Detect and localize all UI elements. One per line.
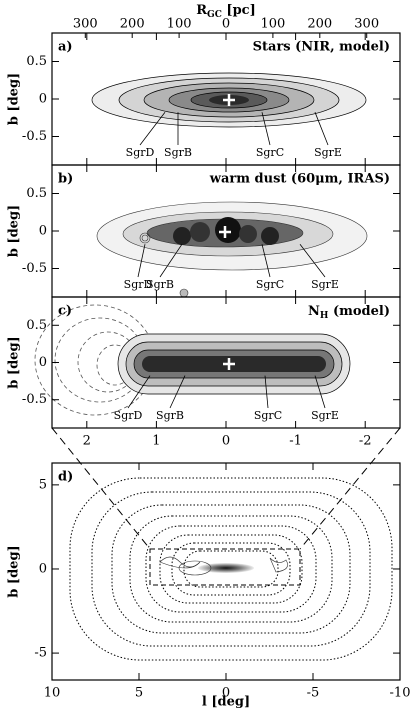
y-tick-label: 0.5 bbox=[26, 318, 47, 333]
x-tick-label: -2 bbox=[359, 434, 372, 449]
top-tick-label: 200 bbox=[120, 17, 145, 32]
top-tick-label: 200 bbox=[307, 17, 332, 32]
x-tick-label: 0 bbox=[222, 434, 230, 449]
top-tick-label: 100 bbox=[260, 17, 285, 32]
leader-line bbox=[264, 375, 269, 409]
top-tick-label: 100 bbox=[167, 17, 192, 32]
y-tick-label: -5 bbox=[34, 646, 47, 661]
panel-title: Stars (NIR, model) bbox=[253, 40, 390, 55]
y-tick-label: 0 bbox=[39, 92, 47, 107]
y-tick-label: 0 bbox=[39, 561, 47, 576]
source-label: SgrD bbox=[114, 409, 143, 422]
x-axis-label: l [deg] bbox=[202, 695, 250, 710]
y-tick-label: 5 bbox=[39, 477, 47, 492]
x-tick-label: 10 bbox=[44, 686, 61, 701]
source-label: SgrE bbox=[314, 146, 342, 159]
y-axis-label: b [deg] bbox=[7, 336, 22, 388]
panel-title: warm dust (60μm, IRAS) bbox=[209, 172, 390, 187]
y-axis-label: b [deg] bbox=[7, 545, 22, 597]
y-tick-label: -0.5 bbox=[22, 261, 47, 276]
y-tick-label: 0 bbox=[39, 355, 47, 370]
y-tick-label: -0.5 bbox=[22, 392, 47, 407]
label-part: (model) bbox=[328, 304, 390, 319]
label-part: H bbox=[320, 311, 329, 321]
leader-line bbox=[139, 111, 166, 146]
y-tick-label: 0 bbox=[39, 224, 47, 239]
y-axis-label: b [deg] bbox=[7, 73, 22, 125]
top-tick-label: 300 bbox=[73, 17, 98, 32]
source-label: SgrB bbox=[164, 146, 192, 159]
x-tick-label: -1 bbox=[289, 434, 302, 449]
leader-line bbox=[299, 243, 326, 278]
leader-line bbox=[127, 375, 151, 409]
x-tick-label: 2 bbox=[83, 434, 91, 449]
source-label: SgrB bbox=[156, 409, 184, 422]
x-tick-label: -10 bbox=[390, 686, 410, 701]
y-tick-label: -0.5 bbox=[22, 129, 47, 144]
x-tick-label: 1 bbox=[152, 434, 160, 449]
leader-line bbox=[261, 244, 271, 278]
label: RGC [pc] bbox=[196, 3, 256, 20]
x-tick-label: 0 bbox=[222, 686, 230, 701]
x-tick-label: 5 bbox=[135, 686, 143, 701]
panel-label: d) bbox=[58, 470, 73, 485]
panel-label: b) bbox=[58, 172, 73, 187]
source-label: SgrD bbox=[126, 146, 155, 159]
leader-line bbox=[314, 112, 329, 146]
leader-line bbox=[314, 375, 326, 409]
label-part: [pc] bbox=[222, 3, 256, 18]
label-part: GC bbox=[207, 10, 222, 20]
label-part: R bbox=[196, 3, 207, 18]
y-axis-label: b [deg] bbox=[7, 205, 22, 257]
y-tick-label: 0.5 bbox=[26, 186, 47, 201]
source-label: SgrE bbox=[311, 278, 339, 291]
source-label: SgrC bbox=[256, 146, 284, 159]
leader-line bbox=[159, 243, 183, 278]
source-label: SgrC bbox=[256, 278, 284, 291]
source-label: SgrB bbox=[146, 278, 174, 291]
x-tick-label: -5 bbox=[307, 686, 320, 701]
panel-label: a) bbox=[58, 40, 73, 55]
leader-line bbox=[137, 244, 146, 278]
source-label: SgrE bbox=[311, 409, 339, 422]
source-label: SgrC bbox=[254, 409, 282, 422]
leader-line bbox=[169, 375, 186, 409]
contour-art bbox=[34, 72, 401, 661]
source-label: SgrD bbox=[124, 278, 153, 291]
label-part: N bbox=[308, 304, 320, 319]
panel-label: c) bbox=[58, 304, 72, 319]
y-tick-label: 0.5 bbox=[26, 54, 47, 69]
top-tick-label: 0 bbox=[222, 17, 230, 32]
top-tick-label: 300 bbox=[354, 17, 379, 32]
label: NH (model) bbox=[308, 304, 390, 321]
leader-line bbox=[261, 112, 271, 146]
